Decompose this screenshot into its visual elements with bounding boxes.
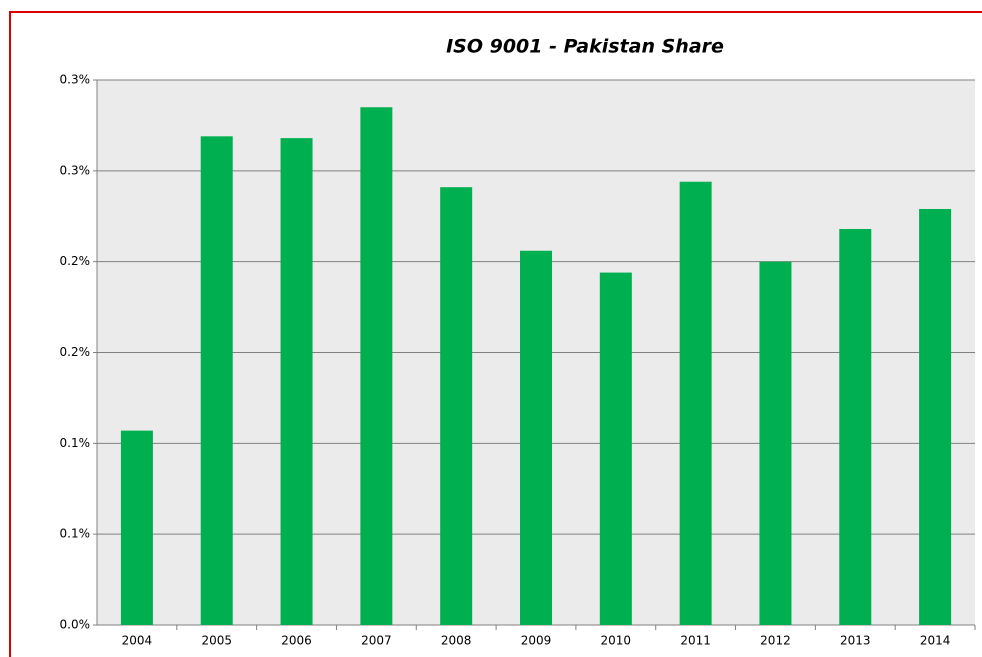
y-tick-label: 0.2% <box>60 254 91 268</box>
bar <box>679 181 712 625</box>
y-tick-label: 0.0% <box>60 618 91 632</box>
bar <box>360 107 393 625</box>
bar <box>200 136 233 626</box>
bar <box>599 272 632 625</box>
x-tick-label: 2006 <box>281 634 312 648</box>
x-tick-label: 2004 <box>122 634 153 648</box>
x-tick-label: 2011 <box>680 634 711 648</box>
x-tick-label: 2010 <box>601 634 632 648</box>
y-tick-label: 0.1% <box>60 436 91 450</box>
bar <box>839 228 872 625</box>
y-tick-label: 0.1% <box>60 527 91 541</box>
x-tick-label: 2014 <box>920 634 951 648</box>
chart-title: ISO 9001 - Pakistan Share <box>446 36 724 58</box>
x-tick-label: 2005 <box>201 634 232 648</box>
frame <box>9 11 982 657</box>
bar <box>520 250 552 625</box>
y-tick-label: 0.3% <box>60 163 91 177</box>
y-tick-label: 0.3% <box>60 73 91 87</box>
bar <box>440 187 473 625</box>
x-tick-label: 2013 <box>840 634 871 648</box>
bar <box>759 261 792 625</box>
x-tick-label: 2009 <box>521 634 552 648</box>
bar <box>280 138 313 625</box>
bar <box>120 430 153 625</box>
y-tick-label: 0.2% <box>60 345 91 359</box>
bar <box>919 208 952 625</box>
x-tick-label: 2012 <box>760 634 791 648</box>
x-tick-label: 2008 <box>441 634 472 648</box>
x-tick-label: 2007 <box>361 634 392 648</box>
